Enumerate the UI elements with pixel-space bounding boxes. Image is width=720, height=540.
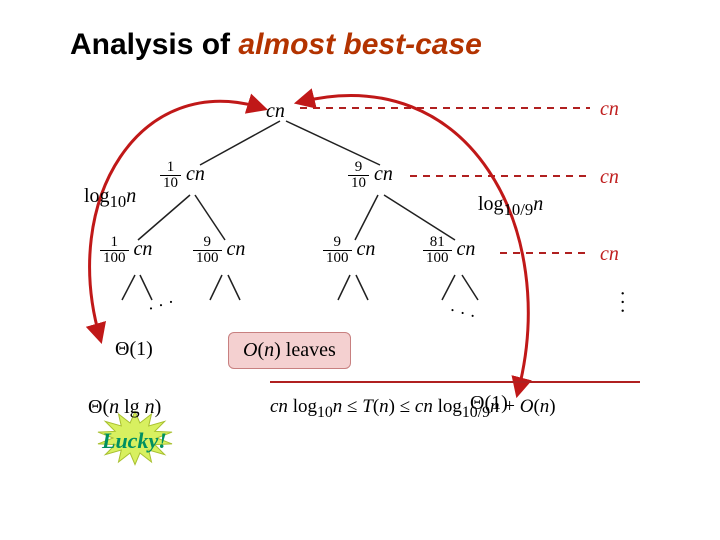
l1r-cn: cn <box>374 163 393 185</box>
res-n1: n <box>333 396 343 417</box>
l2b-cn: cn <box>227 238 246 260</box>
right-vdots: ··· <box>610 290 633 316</box>
res-p4: ) <box>549 396 555 417</box>
nlgn-n2: n <box>145 396 155 418</box>
node-l2-c: 9100 cn <box>323 235 375 266</box>
res-le1: ≤ <box>342 396 362 417</box>
l1r-num: 9 <box>348 160 369 176</box>
hleft-sub: 10 <box>110 192 127 211</box>
r2-text: cn <box>600 166 619 188</box>
l2b-den: 100 <box>193 251 222 266</box>
height-right-label: log10/9n <box>478 193 543 220</box>
node-root: cn <box>266 100 285 123</box>
res-log1: log <box>288 396 317 417</box>
lucky-label: Lucky! <box>102 428 167 454</box>
res-log2: log <box>433 396 462 417</box>
res-n4: n <box>540 396 550 417</box>
res-T: T <box>362 396 373 417</box>
root-text: cn <box>266 100 285 122</box>
height-left-label: log10n <box>84 185 136 212</box>
res-n3: n <box>490 396 500 417</box>
l2b-num: 9 <box>193 235 222 251</box>
l2a-num: 1 <box>100 235 129 251</box>
title-best: best <box>343 28 405 61</box>
res-sub1: 10 <box>317 404 333 421</box>
node-l2-d: 81100 cn <box>423 235 475 266</box>
node-l2-b: 9100 cn <box>193 235 245 266</box>
l2c-den: 100 <box>323 251 352 266</box>
hright-n: n <box>533 193 543 215</box>
theta1-left: Θ(1) <box>115 338 153 361</box>
l1r-den: 10 <box>348 176 369 191</box>
r3-text: cn <box>600 243 619 265</box>
title-almost: almost <box>238 28 343 61</box>
result-inequality: cn log10n ≤ T(n) ≤ cn log10/9n + O(n) <box>270 396 556 422</box>
rowsum-1: cn <box>600 98 619 121</box>
leaves-text: leaves <box>281 339 336 361</box>
svg-text:· · ·: · · · <box>145 291 177 318</box>
l1l-cn: cn <box>186 163 205 185</box>
rowsum-3: cn <box>600 243 619 266</box>
node-l2-a: 1100 cn <box>100 235 152 266</box>
leaves-box: O(n) leaves <box>228 332 351 369</box>
hright-log: log <box>478 193 504 215</box>
node-l1-right: 910 cn <box>348 160 393 191</box>
nlgn-n1: n <box>109 396 119 418</box>
l2d-cn: cn <box>457 238 476 260</box>
diagram-svg: · · · · · · <box>0 0 720 540</box>
title-case: case <box>415 28 482 61</box>
title-dash: - <box>405 28 415 61</box>
nlgn-cl: ) <box>155 396 162 418</box>
hright-sub: 10/9 <box>504 200 534 219</box>
nlgn-lg: lg <box>119 396 145 418</box>
l1l-num: 1 <box>160 160 181 176</box>
l2a-den: 100 <box>100 251 129 266</box>
leaves-n: n <box>264 339 274 361</box>
l2d-den: 100 <box>423 251 452 266</box>
title-prefix: Analysis of <box>70 28 238 61</box>
res-O: O <box>520 396 534 417</box>
node-l1-left: 110 cn <box>160 160 205 191</box>
hleft-n: n <box>126 185 136 207</box>
res-cn2: cn <box>415 396 433 417</box>
l2c-num: 9 <box>323 235 352 251</box>
res-sub2: 10/9 <box>462 404 490 421</box>
svg-text:· · ·: · · · <box>447 300 478 327</box>
res-cn1: cn <box>270 396 288 417</box>
l2c-cn: cn <box>357 238 376 260</box>
hleft-log: log <box>84 185 110 207</box>
rowsum-2: cn <box>600 166 619 189</box>
res-le2: ≤ <box>395 396 415 417</box>
slide-title: Analysis of almost best-case <box>70 28 482 62</box>
l2d-num: 81 <box>423 235 452 251</box>
leaves-O: O <box>243 339 257 361</box>
res-plus: + <box>500 396 520 417</box>
res-n2: n <box>379 396 389 417</box>
theta-nlgn: Θ(n lg n) <box>88 396 161 419</box>
l1l-den: 10 <box>160 176 181 191</box>
nlgn-th: Θ( <box>88 396 109 418</box>
l2a-cn: cn <box>134 238 153 260</box>
r1-text: cn <box>600 98 619 120</box>
